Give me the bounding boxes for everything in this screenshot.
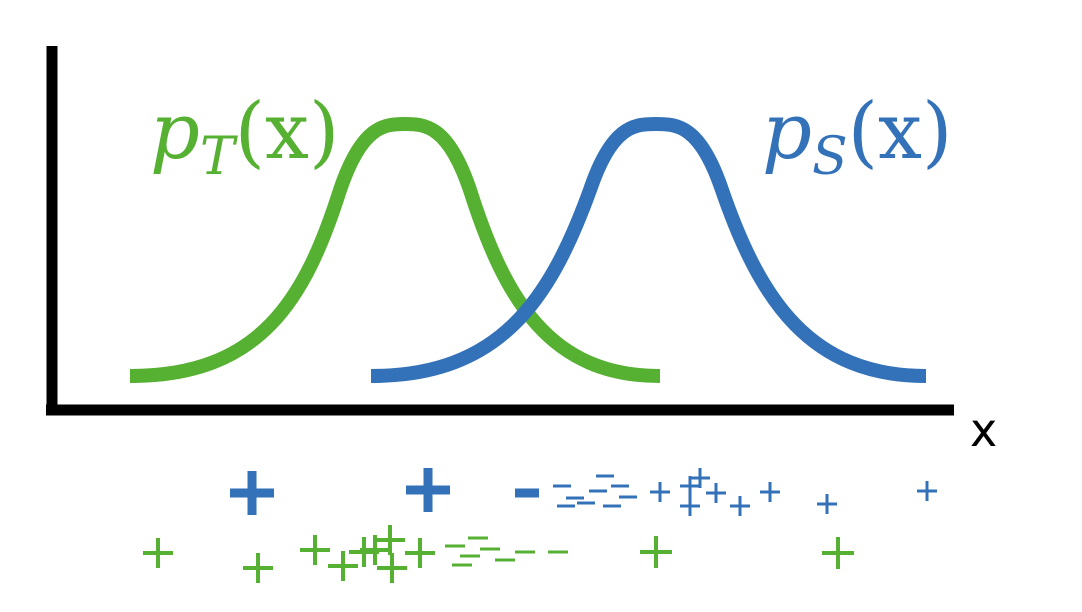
target-plus-mark: [243, 553, 273, 583]
target-plus-mark: [822, 537, 854, 569]
source-distribution-label: pS(x): [762, 87, 952, 187]
target-sample-marks: [143, 525, 854, 583]
target-distribution-label: pT(x): [150, 87, 339, 187]
target-plus-mark: [405, 538, 435, 568]
source-distribution-curve: [370, 116, 927, 383]
source-label-argument: (x): [848, 87, 953, 177]
target-plus-mark: [640, 536, 672, 568]
source-plus-mark: [680, 496, 700, 516]
target-plus-mark: [328, 551, 358, 581]
target-plus-mark: [300, 535, 330, 565]
x-axis-label: x: [970, 403, 997, 457]
source-plus-mark: [230, 471, 274, 515]
source-label-main: p: [762, 87, 812, 177]
source-plus-mark: [730, 496, 750, 516]
source-plus-mark: [817, 494, 837, 514]
source-plus-mark: [650, 482, 670, 502]
source-plus-mark: [917, 481, 937, 501]
source-plus-mark: [690, 468, 710, 488]
source-plus-mark: [406, 468, 450, 512]
source-sample-marks: [230, 468, 937, 516]
source-label-subscript: S: [812, 127, 848, 187]
target-plus-mark: [349, 537, 379, 567]
target-label-argument: (x): [235, 87, 340, 177]
target-label-subscript: T: [200, 127, 238, 187]
target-plus-mark: [377, 553, 407, 583]
target-plus-mark: [375, 525, 405, 555]
target-label-main: p: [150, 87, 200, 177]
target-plus-mark: [143, 538, 173, 568]
source-plus-mark: [760, 482, 780, 502]
source-plus-mark: [706, 483, 726, 503]
